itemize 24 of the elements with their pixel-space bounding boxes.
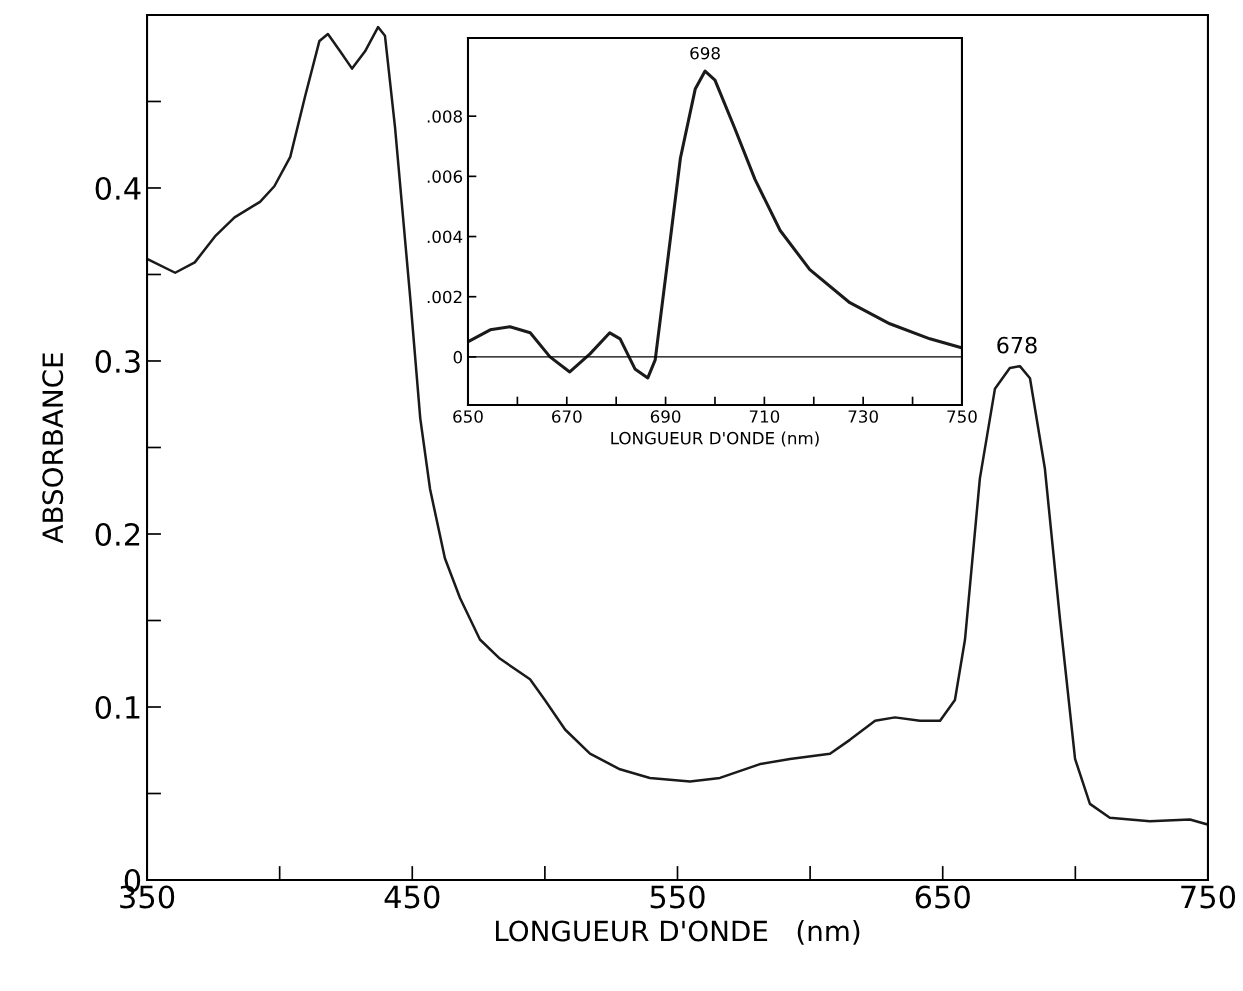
annotation: 678 bbox=[997, 336, 1037, 354]
y-tick-label: 0.3 bbox=[95, 349, 140, 374]
x-tick-label: 670 bbox=[552, 410, 582, 423]
x-axis-title: LONGUEUR D'ONDE (nm) bbox=[496, 920, 860, 945]
y-axis-title: ABSORBANCE bbox=[42, 353, 64, 544]
x-tick-label: 650 bbox=[915, 885, 970, 909]
annotation: 698 bbox=[690, 46, 720, 60]
y-tick-label: .004 bbox=[427, 230, 463, 244]
x-axis-title: LONGUEUR D'ONDE (nm) bbox=[611, 431, 819, 447]
y-tick-label: .006 bbox=[427, 170, 463, 183]
x-tick-label: 730 bbox=[848, 410, 878, 423]
x-tick-label: 450 bbox=[384, 885, 440, 909]
x-tick-label: 650 bbox=[453, 410, 483, 423]
x-tick-label: 750 bbox=[1181, 885, 1236, 909]
x-tick-label: 690 bbox=[650, 410, 681, 423]
y-tick-label: 0.4 bbox=[95, 176, 141, 201]
y-tick-label: 0 bbox=[453, 350, 463, 364]
x-tick-label: 750 bbox=[947, 410, 977, 423]
x-tick-label: 710 bbox=[749, 410, 780, 423]
y-tick-label: 0.1 bbox=[95, 695, 140, 720]
y-tick-label: .002 bbox=[427, 290, 462, 304]
y-tick-label: .008 bbox=[427, 110, 462, 123]
x-tick-label: 550 bbox=[650, 885, 705, 909]
y-tick-label: 0.2 bbox=[95, 522, 140, 547]
